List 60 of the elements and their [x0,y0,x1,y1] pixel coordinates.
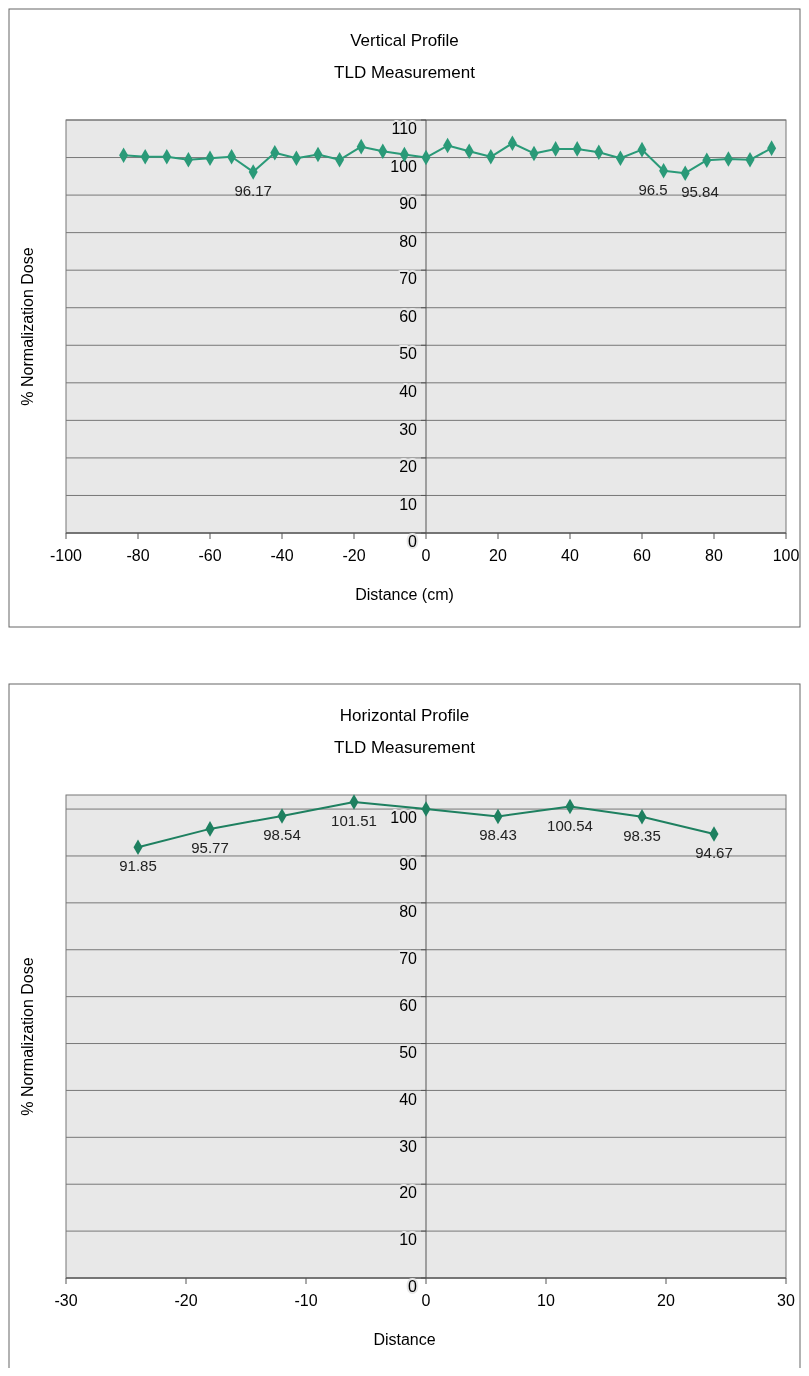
x-tick-label: 80 [705,547,723,564]
y-tick-label: 100 [390,157,418,175]
data-label: 98.54 [263,825,301,843]
y-tick-label: 40 [399,1090,418,1108]
x-tick-label: -10 [294,1292,318,1309]
y-axis-title: % Normalization Dose [19,957,36,1116]
data-label: 95.77 [191,838,229,856]
x-axis-title: Distance (cm) [355,586,454,603]
x-tick-label: -20 [342,547,366,564]
x-tick-label: 20 [657,1292,675,1309]
y-tick-label: 80 [399,903,418,921]
y-tick-label: 90 [399,856,418,874]
y-tick-label: 0 [408,533,418,551]
data-label: 91.85 [119,857,157,875]
x-tick-label: -30 [54,1292,78,1309]
x-tick-label: 30 [777,1292,795,1309]
y-tick-label: 0 [408,1278,418,1296]
chart-subtitle: TLD Measurement [334,63,476,82]
y-tick-label: 30 [399,420,418,438]
y-tick-label: 20 [399,1184,418,1202]
x-tick-label: 20 [489,547,507,564]
y-axis-title: % Normalization Dose [19,247,36,406]
data-label: 96.17 [234,181,272,199]
x-tick-label: 40 [561,547,579,564]
x-tick-label: -80 [126,547,150,564]
y-tick-label: 90 [399,195,418,213]
x-tick-label: -100 [49,547,83,564]
data-label: 98.43 [479,826,517,844]
chart-title: Horizontal Profile [339,706,470,725]
x-tick-label: 10 [537,1292,555,1309]
y-tick-label: 50 [399,345,418,363]
x-tick-label: 0 [421,1292,431,1309]
data-label: 96.5 [638,180,668,198]
chart-subtitle: TLD Measurement [334,738,476,757]
data-label: 100.54 [547,816,593,834]
x-tick-label: -20 [174,1292,198,1309]
y-tick-label: 110 [391,120,418,138]
x-tick-label: -60 [198,547,222,564]
y-tick-label: 50 [399,1043,418,1061]
y-tick-label: 80 [399,232,418,250]
x-tick-label: -40 [270,547,294,564]
chart-title: Vertical Profile [350,31,459,50]
y-tick-label: 70 [399,270,418,288]
x-tick-label: 60 [633,547,651,564]
y-tick-label: 20 [399,458,418,476]
y-tick-label: 60 [399,307,418,325]
x-tick-label: 100 [772,547,800,564]
y-tick-label: 70 [399,949,418,967]
data-label: 95.84 [681,183,719,201]
y-tick-label: 10 [399,1231,418,1249]
x-axis-title: Distance [373,1331,436,1348]
data-label: 94.67 [695,844,733,862]
y-tick-label: 100 [390,809,418,827]
y-tick-label: 30 [399,1137,418,1155]
data-label: 98.35 [623,826,661,844]
data-label: 101.51 [331,811,377,829]
x-tick-label: 0 [421,547,431,564]
y-tick-label: 60 [399,996,418,1014]
y-tick-label: 40 [399,383,418,401]
y-tick-label: 10 [399,495,418,513]
